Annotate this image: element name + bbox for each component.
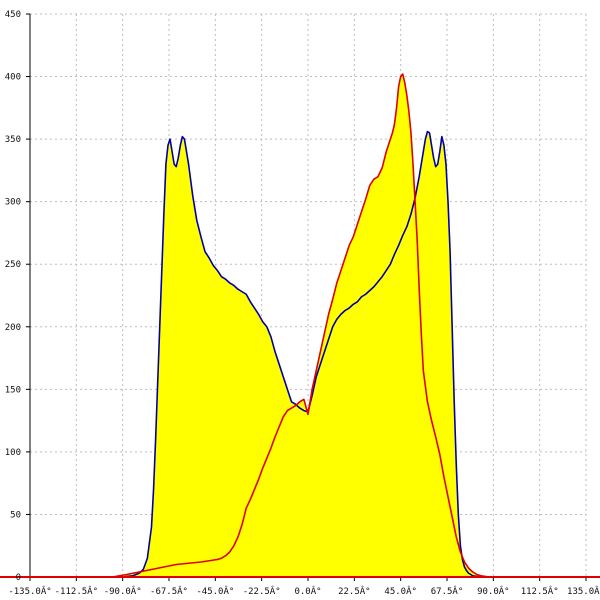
x-tick-labels: -135.0Â° -112.5Â° -90.0Â° -67.5Â° -45.0Â° -22…: [8, 585, 600, 597]
x-tick-label: 22.5Â°: [338, 585, 371, 597]
x-tick-label: -112.5Â°: [55, 585, 98, 597]
y-tick-labels: 0 50 100 150 200 250 300 350 400 450: [5, 10, 21, 583]
x-tick-label: 90.0Â°: [477, 585, 510, 597]
y-tick-label: 200: [5, 323, 21, 333]
y-tick-label: 350: [5, 135, 21, 145]
y-tick-label: 150: [5, 385, 21, 395]
x-tick-label: -22.5Â°: [243, 585, 281, 597]
x-tick-label: 0.0Â°: [294, 585, 321, 597]
series-layer: [0, 73, 600, 578]
y-tick-label: 50: [10, 510, 21, 520]
y-tick-label: 400: [5, 73, 21, 83]
y-tick-label: 0: [16, 573, 21, 583]
x-tick-label: -135.0Â°: [8, 585, 51, 597]
x-tick-label: -67.5Â°: [150, 585, 188, 597]
x-tick-label: 45.0Â°: [384, 585, 417, 597]
red-series-line: [111, 73, 505, 578]
x-tick-label: 67.5Â°: [431, 585, 464, 597]
y-tick-label: 100: [5, 448, 21, 458]
fill-layer: [112, 74, 504, 577]
blue-series-line: [121, 130, 505, 578]
x-tick-label: 112.5Â°: [521, 585, 559, 597]
x-tick-label: -45.0Â°: [196, 585, 234, 597]
area-fill: [112, 74, 504, 577]
x-tick-label: -90.0Â°: [104, 585, 142, 597]
x-tick-label: 135.0Â°: [567, 585, 600, 597]
y-tick-label: 450: [5, 10, 21, 20]
y-tick-label: 250: [5, 260, 21, 270]
y-tick-label: 300: [5, 198, 21, 208]
